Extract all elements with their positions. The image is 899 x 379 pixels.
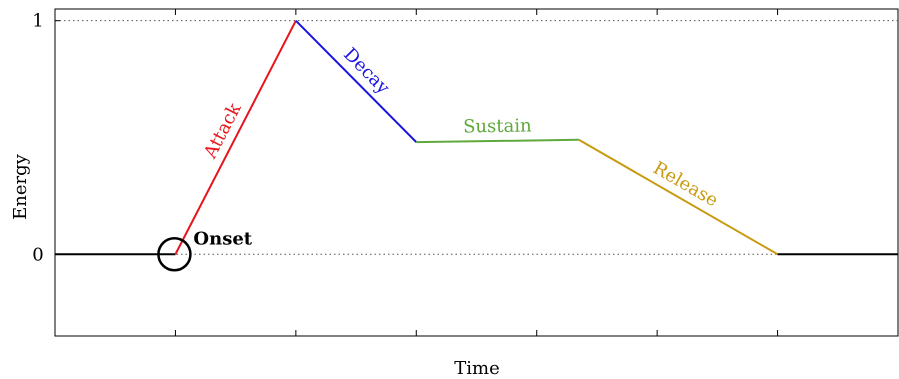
plot-area-frame [54,8,899,337]
onset-label: Onset [193,228,252,249]
series-line-release [578,138,779,256]
y-tick-label-0: 0 [32,244,43,265]
series-line-decay [295,19,417,143]
series-label-sustain: Sustain [463,115,532,137]
y-tick-label-1: 1 [32,11,43,32]
series-lines [55,19,898,256]
series-label-release: Release [649,158,721,212]
series-line-attack [174,20,297,255]
annotations: Onset [157,228,253,272]
grid-lines [55,20,898,255]
onset-marker-circle [157,237,192,272]
y-axis-label: Energy [10,153,31,220]
axis-ticks: 01 [32,9,779,336]
series-line-sustain [416,138,579,144]
x-axis-label: Time [454,358,499,379]
